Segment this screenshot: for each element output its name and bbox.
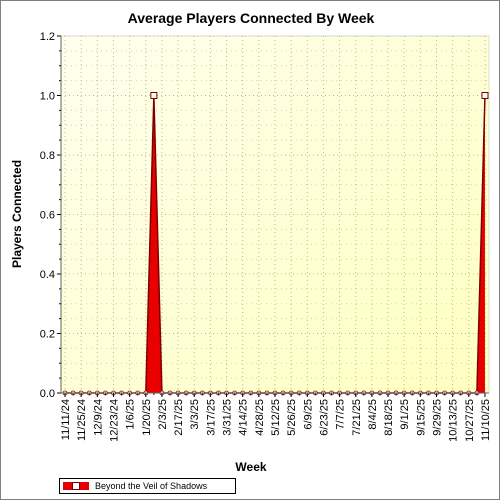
x-tick-label: 7/7/25 xyxy=(335,399,347,430)
x-tick-label: 10/27/25 xyxy=(464,399,476,442)
plot-border xyxy=(60,35,490,394)
y-axis-label: Players Connected xyxy=(10,160,24,268)
legend-marker-icon xyxy=(72,482,80,490)
x-tick-label: 9/1/25 xyxy=(399,399,411,430)
x-tick-label: 7/21/25 xyxy=(351,399,363,436)
x-tick-label: 6/23/25 xyxy=(318,399,330,436)
x-axis-label: Week xyxy=(235,460,266,474)
x-tick-label: 11/25/24 xyxy=(76,399,88,441)
y-tick-label: 0.0 xyxy=(40,388,55,400)
x-tick-labels: 11/11/24 11/25/24 12/9/24 12/23/24 1/6/25 1/2… xyxy=(60,399,492,442)
legend-label: Beyond the Veil of Shadows xyxy=(95,481,208,491)
x-tick-label: 5/12/25 xyxy=(270,399,282,436)
x-tick-label: 11/10/25 xyxy=(480,399,492,441)
legend: Beyond the Veil of Shadows xyxy=(59,478,236,494)
x-tick-label: 9/15/25 xyxy=(415,399,427,436)
x-tick-label: 8/4/25 xyxy=(367,399,379,430)
chart-title: Average Players Connected By Week xyxy=(128,10,375,26)
y-tick-label: 0.4 xyxy=(40,269,55,281)
axes xyxy=(57,35,490,397)
x-tick-label: 4/28/25 xyxy=(254,399,266,436)
y-tick-label: 0.2 xyxy=(40,329,55,341)
x-tick-label: 12/9/24 xyxy=(92,399,104,436)
x-tick-label: 5/26/25 xyxy=(286,399,298,436)
x-tick-label: 11/11/24 xyxy=(60,399,72,440)
x-tick-label: 12/23/24 xyxy=(108,399,120,442)
y-tick-label: 0.6 xyxy=(40,210,55,222)
y-tick-label: 1.2 xyxy=(40,31,55,43)
y-tick-labels: 0.0 0.2 0.4 0.6 0.8 1.0 1.2 xyxy=(40,31,55,400)
x-tick-label: 3/31/25 xyxy=(222,399,234,436)
x-tick-label: 3/3/25 xyxy=(189,399,201,430)
x-tick-label: 10/13/25 xyxy=(448,399,460,442)
x-tick-label: 1/20/25 xyxy=(141,399,153,436)
x-tick-label: 2/17/25 xyxy=(173,399,185,436)
x-tick-label: 8/18/25 xyxy=(383,399,395,436)
legend-swatch xyxy=(63,482,89,490)
x-tick-label: 2/3/25 xyxy=(157,399,169,430)
data-point-marker xyxy=(481,92,489,99)
x-tick-label: 1/6/25 xyxy=(125,399,137,430)
x-tick-label: 3/17/25 xyxy=(205,399,217,436)
x-tick-label: 6/9/25 xyxy=(302,399,314,430)
x-tick-label: 4/14/25 xyxy=(238,399,250,436)
y-tick-label: 1.0 xyxy=(40,91,55,103)
x-tick-label: 9/29/25 xyxy=(432,399,444,436)
y-tick-label: 0.8 xyxy=(40,150,55,162)
data-point-marker xyxy=(150,92,158,99)
